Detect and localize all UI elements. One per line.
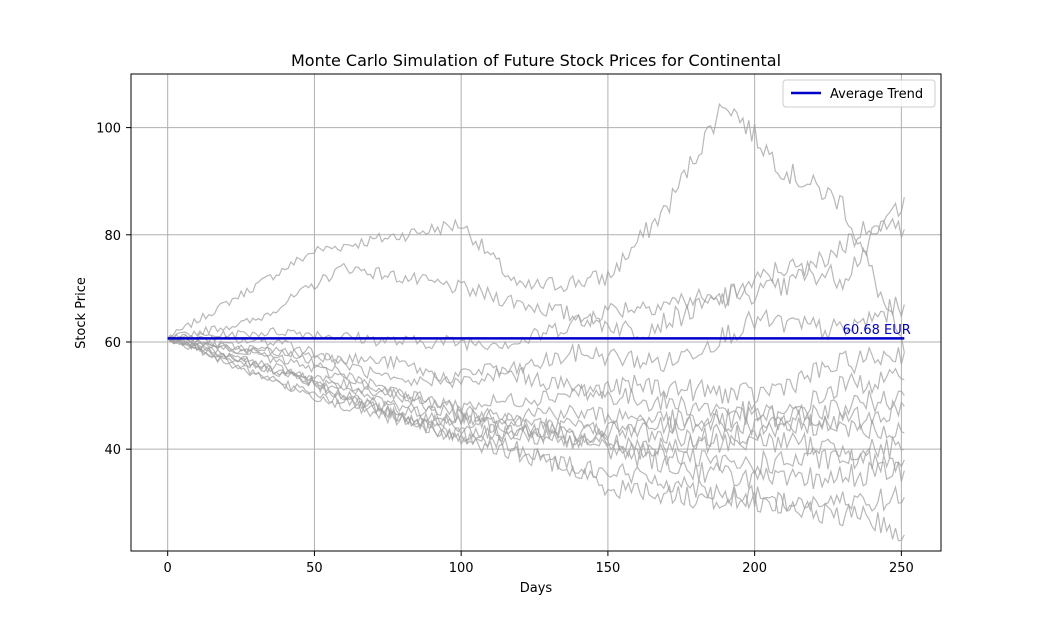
x-axis-ticks: 0 50 100 150 200 250 (164, 551, 914, 576)
simulation-path-13 (167, 337, 905, 514)
x-tick-label: 150 (595, 561, 620, 576)
y-tick-label: 80 (104, 229, 121, 244)
x-tick-label: 0 (164, 561, 172, 576)
x-axis-label: Days (520, 581, 553, 596)
x-tick-label: 250 (889, 561, 914, 576)
average-value-annotation: 60.68 EUR (843, 323, 911, 338)
simulation-path-6 (167, 334, 905, 428)
simulation-path-3 (167, 217, 905, 352)
simulation-path-2 (167, 197, 905, 340)
y-axis-label: Stock Price (74, 277, 89, 349)
legend: Average Trend (782, 79, 936, 108)
y-tick-label: 40 (104, 443, 121, 458)
x-tick-label: 50 (306, 561, 323, 576)
chart-title: Monte Carlo Simulation of Future Stock P… (291, 51, 781, 70)
x-tick-label: 200 (742, 561, 767, 576)
legend-box (782, 79, 936, 108)
simulation-path-9 (167, 336, 905, 448)
y-tick-label: 60 (104, 336, 121, 351)
simulation-path-4 (167, 296, 905, 389)
simulation-path-5 (167, 337, 905, 415)
simulation-paths (167, 102, 905, 542)
y-axis-ticks: 40 60 80 100 (96, 122, 131, 458)
x-tick-label: 100 (449, 561, 474, 576)
plot-frame (130, 73, 942, 552)
y-tick-label: 100 (96, 122, 121, 137)
legend-label-average-trend: Average Trend (830, 87, 923, 102)
simulation-path-14 (167, 337, 905, 542)
simulation-path-12 (167, 337, 905, 490)
simulation-path-1 (167, 102, 905, 353)
